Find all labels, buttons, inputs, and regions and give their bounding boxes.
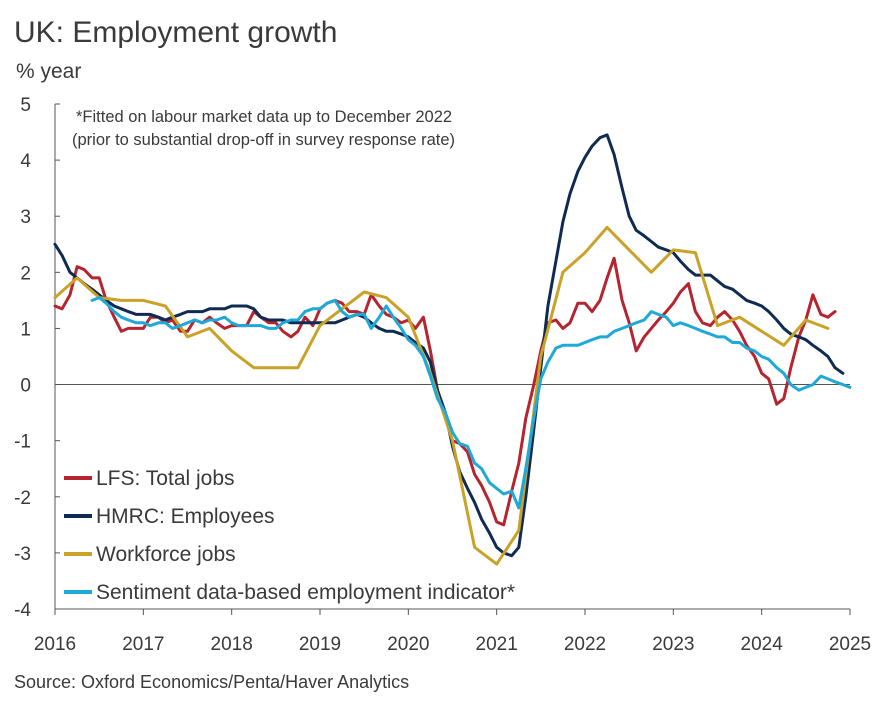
series-layer (53, 133, 852, 566)
annotation-line-1: *Fitted on labour market data up to Dece… (76, 108, 452, 126)
x-tick-label: 2022 (564, 634, 606, 655)
y-tick-label: 3 (20, 207, 31, 228)
x-tick-label: 2018 (211, 634, 253, 655)
x-tick-label: 2024 (741, 634, 784, 655)
series-line-4 (90, 296, 852, 510)
y-tick-label: -3 (14, 544, 31, 565)
legend-label: LFS: Total jobs (96, 467, 235, 490)
y-tick-label: -4 (14, 600, 31, 621)
x-tick-label: 2025 (829, 634, 871, 655)
annotation-line-2: (prior to substantial drop-off in survey… (72, 131, 455, 149)
x-tick-label: 2019 (299, 634, 341, 655)
x-tick-label: 2020 (387, 634, 429, 655)
annotation: *Fitted on labour market data up to Dece… (72, 108, 455, 149)
y-tick-label: 0 (20, 376, 31, 397)
x-tick-label: 2017 (122, 634, 164, 655)
legend-label: Sentiment data-based employment indicato… (96, 581, 515, 604)
legend-label: Workforce jobs (96, 543, 236, 566)
y-tick-label: 2 (20, 263, 31, 284)
source-note: Source: Oxford Economics/Penta/Haver Ana… (14, 672, 410, 692)
y-tick-label: -2 (14, 488, 31, 509)
y-tick-label: 1 (20, 319, 31, 340)
legend: LFS: Total jobs HMRC: Employees Workforce … (64, 467, 515, 604)
series-line-2 (53, 133, 845, 558)
y-tick-label: -1 (14, 432, 31, 453)
y-axis-unit: % year (16, 60, 82, 83)
chart-title: UK: Employment growth (14, 16, 338, 49)
x-tick-label: 2016 (34, 634, 76, 655)
x-tick-label: 2021 (476, 634, 518, 655)
y-tick-label: 5 (20, 95, 31, 116)
legend-label: HMRC: Employees (96, 505, 275, 528)
x-tick-label: 2023 (652, 634, 694, 655)
y-tick-label: 4 (20, 151, 31, 172)
